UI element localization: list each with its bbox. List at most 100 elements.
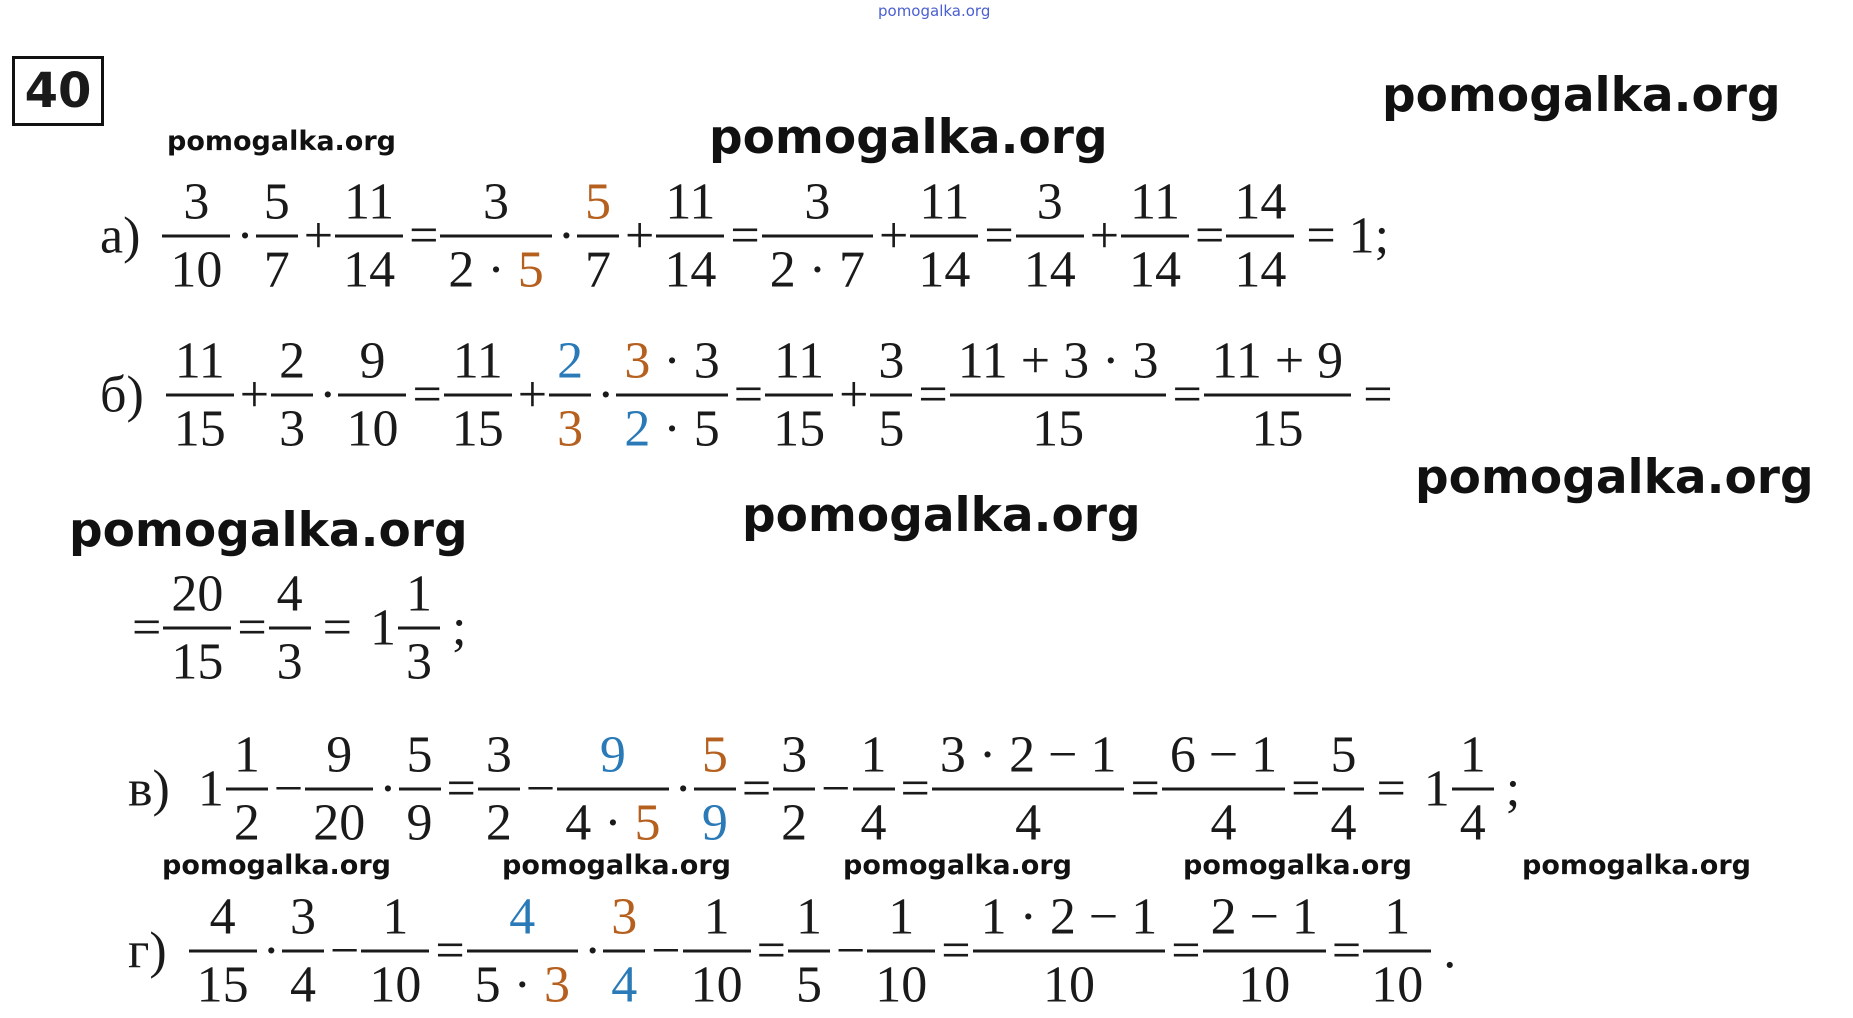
fraction-bar — [972, 949, 1166, 953]
math-text: 5 — [878, 400, 905, 458]
fraction: 11 14 — [910, 170, 979, 303]
watermark: pomogalka.org — [843, 850, 1072, 881]
whole-part: + — [517, 366, 548, 424]
math-text: 10 — [1238, 956, 1291, 1014]
watermark: pomogalka.org — [742, 488, 1141, 543]
math-text: 2 — [557, 332, 584, 390]
fraction: 11 + 9 15 — [1203, 329, 1352, 462]
math-line: г) 4 15 · 3 4−1 10 = 4 5 · 3 · 3 4−1 10 = 1 5−1 10 = 1 · 2 … — [128, 885, 1468, 1018]
fraction: 11 15 — [443, 329, 512, 462]
math-text: 4 — [860, 794, 887, 852]
denominator: 2 — [478, 791, 520, 856]
fraction-bar — [335, 234, 404, 238]
whole-part: = — [1195, 207, 1225, 265]
operator: . — [1443, 922, 1457, 980]
whole-part: · — [262, 922, 280, 980]
denominator: 14 — [656, 238, 724, 303]
math-text: 11 — [774, 332, 825, 390]
math-text: 1 — [1459, 726, 1486, 784]
denominator: 10 — [1035, 953, 1103, 1018]
fraction: 2 − 1 10 — [1202, 885, 1326, 1018]
numerator: 3 · 3 — [616, 329, 727, 394]
math-text: 15 — [773, 400, 826, 458]
numerator: 1 — [1452, 723, 1494, 788]
fraction-bar — [443, 393, 512, 397]
denominator: 3 — [271, 397, 313, 462]
denominator: 4 — [1452, 791, 1494, 856]
operator: ; — [1505, 760, 1521, 818]
math-text: 1 — [233, 726, 260, 784]
fraction-bar — [1226, 234, 1295, 238]
math-text: 5 — [1330, 726, 1357, 784]
numerator: 4 — [202, 885, 244, 950]
denominator: 14 — [1016, 238, 1084, 303]
numerator: 1 — [853, 723, 895, 788]
numerator: 11 + 9 — [1204, 329, 1351, 394]
fraction-bar — [225, 787, 268, 791]
fraction: 11 15 — [765, 329, 834, 462]
denominator: 7 — [256, 238, 298, 303]
fraction-bar — [1203, 393, 1352, 397]
fraction-bar — [616, 393, 728, 397]
numerator: 2 — [549, 329, 591, 394]
math-text: 4 — [289, 956, 316, 1014]
math-text: 3 — [624, 332, 651, 390]
numerator: 3 — [773, 723, 815, 788]
whole-part: − — [273, 760, 304, 818]
denominator: 5 — [788, 953, 830, 1018]
fraction: 11 14 — [335, 170, 404, 303]
whole-part: = — [756, 922, 786, 980]
math-text: 10 — [1371, 956, 1424, 1014]
math-text: 9 — [406, 794, 433, 852]
math-text: 3 — [483, 173, 510, 231]
numerator: 11 — [766, 329, 832, 394]
watermark: pomogalka.org — [1415, 450, 1814, 505]
math-text: 2 — [781, 794, 808, 852]
whole-part: + — [839, 366, 869, 424]
numerator: 5 — [577, 170, 619, 235]
fraction: 9 20 — [305, 723, 374, 856]
fraction-bar — [577, 234, 620, 238]
whole-part: · — [379, 760, 397, 818]
operator: = 1; — [1306, 207, 1390, 265]
denominator: 10 — [1363, 953, 1431, 1018]
denominator: 10 — [338, 397, 406, 462]
math-text: 1 — [888, 888, 915, 946]
numerator: 3 — [475, 170, 517, 235]
numerator: 2 — [271, 329, 313, 394]
fraction-bar — [1322, 787, 1365, 791]
math-text: 15 — [173, 400, 226, 458]
operator: = — [1376, 760, 1406, 818]
math-text: 3 — [878, 332, 905, 390]
problem-number: 40 — [12, 56, 104, 126]
denominator: 20 — [305, 791, 373, 856]
watermark: pomogalka.org — [878, 2, 991, 20]
fraction-bar — [787, 949, 830, 953]
numerator: 1 — [1376, 885, 1418, 950]
math-text: 1 — [703, 888, 730, 946]
math-text: 5 — [406, 726, 433, 784]
fraction: 14 14 — [1226, 170, 1295, 303]
fraction-bar — [656, 234, 725, 238]
math-text: 10 — [170, 241, 223, 299]
numerator: 11 — [336, 170, 402, 235]
fraction-bar — [693, 787, 736, 791]
operator: = — [322, 599, 352, 657]
fraction-bar — [477, 787, 520, 791]
fraction-bar — [1121, 234, 1190, 238]
whole-part: 1 — [1423, 760, 1450, 818]
math-text: 2 — [485, 794, 512, 852]
whole-part: = — [237, 599, 267, 657]
fraction: 9 4 · 5 — [557, 723, 669, 856]
fraction-bar — [557, 787, 669, 791]
numerator: 4 — [501, 885, 543, 950]
fraction-bar — [1363, 949, 1432, 953]
math-text: 3 — [804, 173, 831, 231]
math-text: 3 — [485, 726, 512, 784]
math-text: 4 — [209, 888, 236, 946]
